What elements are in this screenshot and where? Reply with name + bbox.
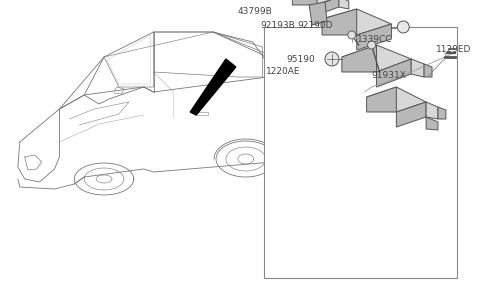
Text: 1339CC: 1339CC: [357, 34, 392, 44]
Polygon shape: [357, 24, 391, 50]
Circle shape: [397, 21, 409, 33]
Polygon shape: [342, 45, 376, 72]
Text: 92190D: 92190D: [297, 20, 333, 30]
Polygon shape: [424, 64, 432, 77]
Polygon shape: [292, 0, 339, 5]
Text: 95190: 95190: [287, 55, 315, 63]
Polygon shape: [396, 102, 426, 127]
Polygon shape: [322, 9, 357, 35]
Text: 1129ED: 1129ED: [436, 46, 471, 55]
Polygon shape: [411, 59, 424, 77]
Polygon shape: [342, 45, 411, 72]
Circle shape: [325, 52, 339, 66]
Polygon shape: [426, 102, 438, 119]
Polygon shape: [339, 0, 349, 9]
Text: 91931X: 91931X: [372, 71, 407, 79]
Polygon shape: [367, 87, 426, 112]
Text: 43799B: 43799B: [238, 7, 273, 15]
Polygon shape: [309, 2, 327, 25]
Polygon shape: [438, 107, 446, 119]
Polygon shape: [376, 59, 411, 87]
Text: 92193B: 92193B: [261, 20, 295, 30]
Polygon shape: [292, 0, 317, 5]
Polygon shape: [367, 87, 396, 112]
Circle shape: [348, 31, 356, 39]
Polygon shape: [190, 59, 236, 115]
Circle shape: [368, 41, 375, 49]
Bar: [264, 27, 456, 278]
Polygon shape: [322, 9, 391, 35]
Polygon shape: [426, 117, 438, 130]
Text: 1220AE: 1220AE: [266, 67, 300, 75]
Polygon shape: [317, 0, 339, 15]
